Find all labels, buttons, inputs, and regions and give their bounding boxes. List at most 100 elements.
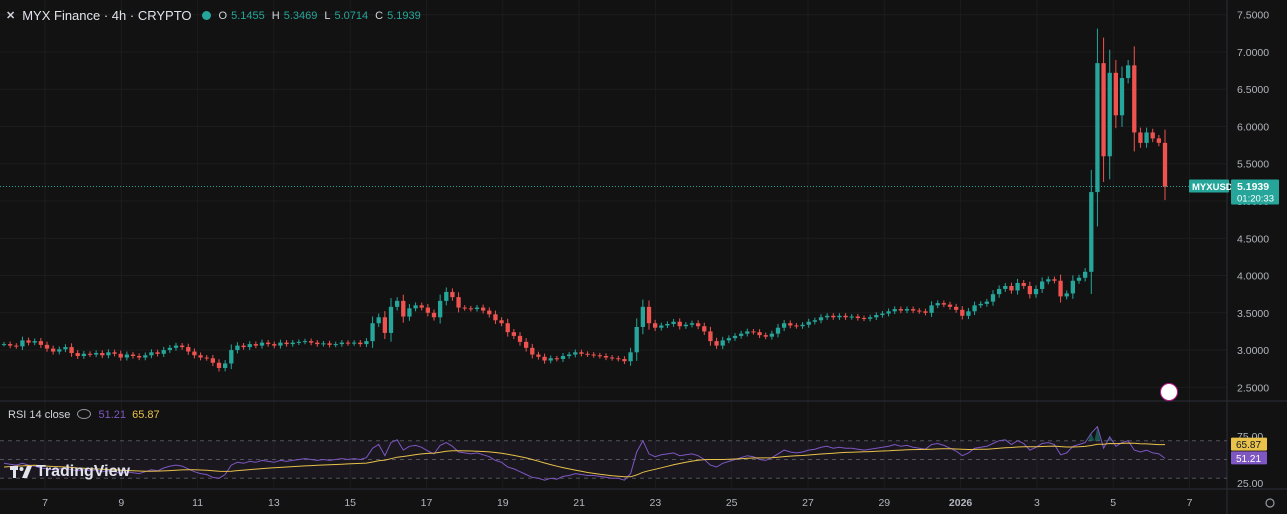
candle-body[interactable]: [7, 344, 13, 346]
candle-body[interactable]: [566, 354, 572, 357]
candle-body[interactable]: [984, 301, 990, 304]
candle-body[interactable]: [1027, 285, 1033, 295]
candle-body[interactable]: [1015, 282, 1020, 291]
candle-body[interactable]: [1101, 63, 1106, 157]
candle-body[interactable]: [1070, 280, 1076, 294]
rsi-ma-line[interactable]: [3, 442, 1165, 478]
candle-body[interactable]: [1021, 282, 1026, 286]
candle-body[interactable]: [407, 308, 412, 317]
candle-body[interactable]: [972, 305, 977, 312]
candle-body[interactable]: [93, 353, 99, 355]
candle-body[interactable]: [542, 356, 547, 361]
candle-body[interactable]: [591, 354, 596, 356]
candle-body[interactable]: [714, 341, 719, 346]
candle-body[interactable]: [192, 351, 197, 356]
candle-body[interactable]: [616, 358, 621, 360]
candle-body[interactable]: [198, 355, 203, 358]
candle-body[interactable]: [843, 315, 848, 318]
candle-body[interactable]: [517, 335, 523, 342]
candle-body[interactable]: [757, 332, 762, 336]
candle-body[interactable]: [917, 310, 922, 312]
candle-body[interactable]: [941, 303, 947, 305]
candle-body[interactable]: [867, 317, 873, 319]
candle-body[interactable]: [634, 326, 639, 353]
candle-body[interactable]: [1089, 192, 1094, 272]
candle-body[interactable]: [947, 304, 953, 307]
candle-body[interactable]: [253, 344, 259, 346]
candle-body[interactable]: [1058, 280, 1063, 297]
candle-body[interactable]: [124, 354, 130, 358]
candle-body[interactable]: [284, 342, 289, 345]
candle-body[interactable]: [302, 341, 308, 343]
candle-body[interactable]: [321, 343, 326, 345]
candle-body[interactable]: [351, 342, 357, 344]
candle-body[interactable]: [1009, 285, 1014, 291]
candle-body[interactable]: [235, 345, 240, 351]
candle-body[interactable]: [892, 309, 897, 312]
candle-body[interactable]: [763, 335, 768, 337]
candle-body[interactable]: [345, 342, 351, 344]
candle-body[interactable]: [898, 309, 904, 311]
candle-body[interactable]: [597, 355, 603, 357]
settings-gear-icon[interactable]: [1265, 498, 1275, 508]
candle-body[interactable]: [738, 333, 744, 336]
candle-body[interactable]: [886, 311, 891, 314]
candle-body[interactable]: [505, 323, 510, 333]
candle-body[interactable]: [229, 350, 234, 364]
candle-body[interactable]: [499, 320, 504, 324]
candle-body[interactable]: [1064, 293, 1069, 297]
tradingview-logo[interactable]: TradingView: [10, 463, 130, 481]
candle-body[interactable]: [560, 356, 566, 360]
candle-body[interactable]: [652, 323, 658, 328]
candle-body[interactable]: [554, 358, 560, 360]
candle-body[interactable]: [173, 345, 179, 348]
candle-body[interactable]: [272, 344, 277, 346]
candle-body[interactable]: [247, 344, 252, 348]
candle-body[interactable]: [14, 345, 19, 347]
candle-body[interactable]: [204, 357, 209, 359]
rsi-line[interactable]: [3, 425, 1166, 481]
candle-body[interactable]: [431, 312, 437, 318]
candle-body[interactable]: [732, 335, 738, 339]
candle-body[interactable]: [935, 303, 940, 306]
candle-body[interactable]: [444, 291, 449, 301]
candle-body[interactable]: [818, 317, 824, 321]
candle-body[interactable]: [1138, 132, 1143, 143]
candle-body[interactable]: [996, 288, 1002, 295]
candle-body[interactable]: [1119, 78, 1125, 116]
candle-body[interactable]: [69, 347, 74, 354]
candle-body[interactable]: [990, 294, 996, 302]
candle-body[interactable]: [794, 325, 799, 327]
candle-body[interactable]: [370, 323, 375, 342]
candle-body[interactable]: [450, 291, 455, 298]
candle-body[interactable]: [849, 316, 854, 318]
candle-body[interactable]: [775, 327, 781, 334]
candle-body[interactable]: [511, 332, 517, 336]
candle-body[interactable]: [118, 353, 123, 358]
candle-body[interactable]: [609, 357, 615, 359]
candle-body[interactable]: [401, 300, 406, 317]
candle-body[interactable]: [143, 355, 148, 358]
candle-body[interactable]: [87, 353, 93, 355]
candle-body[interactable]: [376, 317, 381, 324]
candle-body[interactable]: [210, 358, 216, 363]
candle-body[interactable]: [339, 342, 345, 345]
candle-body[interactable]: [824, 315, 830, 318]
candle-body[interactable]: [167, 347, 173, 351]
candle-body[interactable]: [671, 321, 676, 324]
candle-body[interactable]: [1150, 132, 1155, 139]
candle-body[interactable]: [683, 324, 689, 327]
candle-body[interactable]: [487, 310, 492, 315]
candle-body[interactable]: [493, 314, 498, 321]
candle-body[interactable]: [781, 323, 787, 328]
candle-body[interactable]: [413, 305, 418, 309]
candle-body[interactable]: [259, 342, 265, 346]
candle-body[interactable]: [186, 347, 191, 352]
candle-body[interactable]: [155, 352, 160, 354]
candle-body[interactable]: [112, 352, 117, 354]
candle-body[interactable]: [161, 350, 166, 354]
candle-body[interactable]: [333, 344, 338, 346]
candle-body[interactable]: [622, 359, 627, 362]
candle-body[interactable]: [1, 344, 7, 346]
candle-body[interactable]: [745, 331, 750, 334]
